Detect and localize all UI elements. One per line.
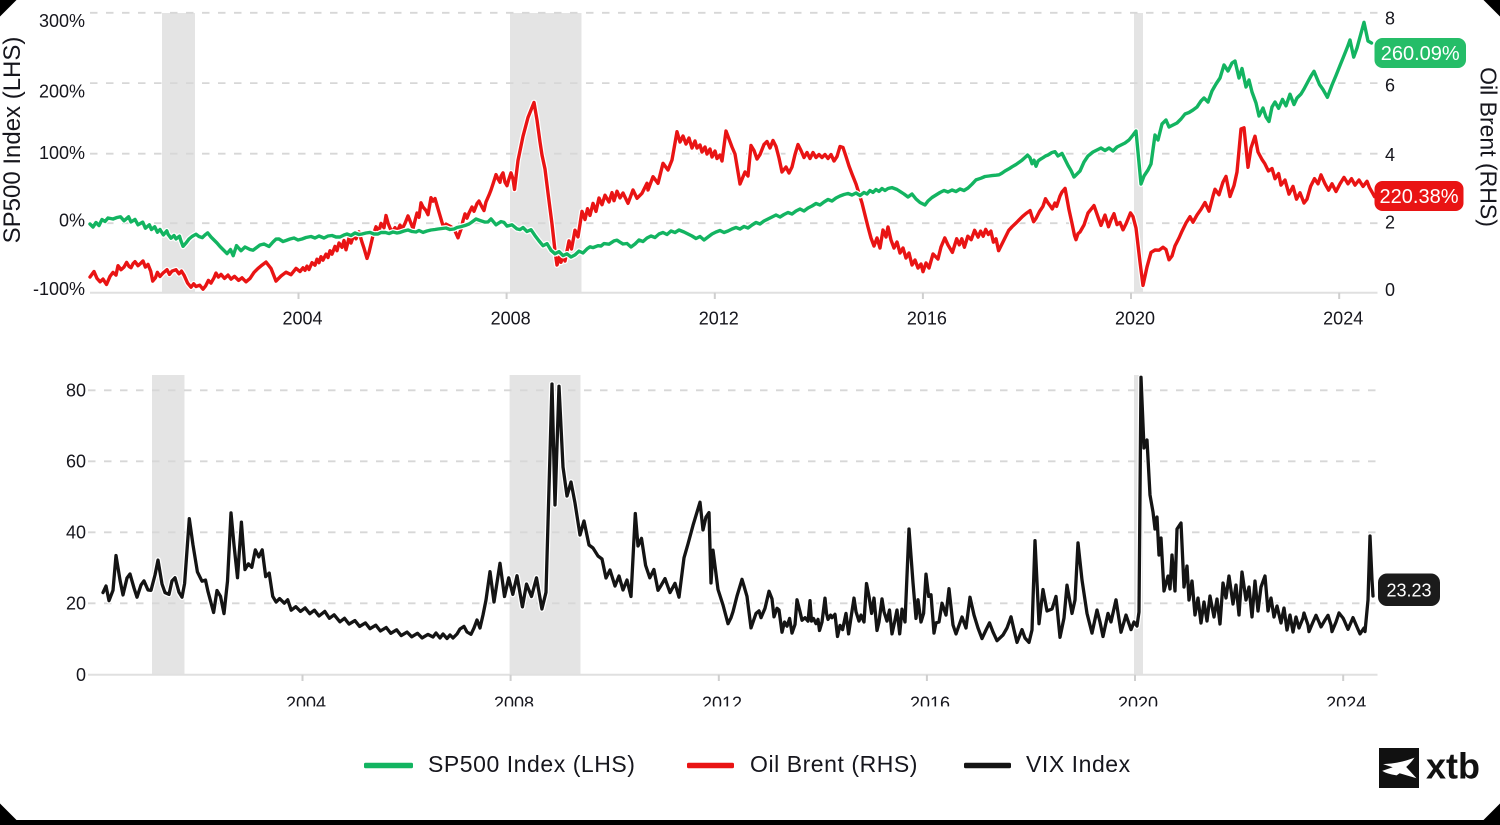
svg-text:Oil Brent (RHS): Oil Brent (RHS)	[1476, 67, 1500, 227]
svg-text:2: 2	[1385, 213, 1395, 233]
svg-text:-100%: -100%	[33, 279, 85, 299]
svg-text:8: 8	[1385, 8, 1395, 28]
svg-text:23.23: 23.23	[1386, 581, 1431, 601]
svg-text:2024: 2024	[1323, 309, 1363, 329]
svg-text:2008: 2008	[491, 309, 531, 329]
svg-text:4: 4	[1385, 145, 1395, 165]
svg-text:60: 60	[66, 452, 86, 472]
svg-text:SP500 Index (LHS): SP500 Index (LHS)	[0, 37, 26, 244]
svg-text:260.09%: 260.09%	[1381, 43, 1460, 65]
svg-text:2020: 2020	[1115, 309, 1155, 329]
svg-text:100%: 100%	[39, 143, 85, 163]
svg-text:300%: 300%	[39, 11, 85, 31]
svg-text:2012: 2012	[699, 309, 739, 329]
svg-text:2004: 2004	[282, 309, 322, 329]
svg-text:2016: 2016	[907, 309, 947, 329]
svg-text:0%: 0%	[59, 210, 85, 230]
svg-text:0: 0	[76, 665, 86, 685]
svg-text:80: 80	[66, 381, 86, 401]
svg-text:xtb: xtb	[1426, 746, 1480, 787]
svg-text:Oil Brent (RHS): Oil Brent (RHS)	[750, 751, 918, 777]
svg-text:220.38%: 220.38%	[1380, 186, 1459, 208]
svg-text:SP500 Index (LHS): SP500 Index (LHS)	[428, 751, 636, 777]
svg-text:VIX Index: VIX Index	[1026, 751, 1131, 777]
svg-text:200%: 200%	[39, 81, 85, 101]
svg-text:20: 20	[66, 594, 86, 614]
svg-text:0: 0	[1385, 280, 1395, 300]
svg-text:6: 6	[1385, 75, 1395, 95]
svg-text:40: 40	[66, 523, 86, 543]
